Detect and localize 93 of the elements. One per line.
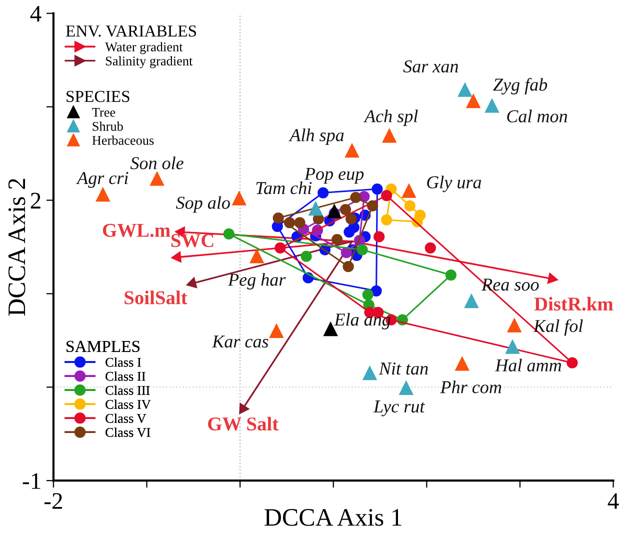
point	[374, 231, 385, 242]
legend-label: Herbaceous	[92, 136, 154, 145]
annotation: ENV. VARIABLES	[66, 25, 196, 37]
point	[380, 190, 392, 202]
legend-label: Water gradient	[105, 42, 183, 54]
legend-label: Class I	[106, 357, 141, 367]
point	[466, 94, 480, 108]
data-label: Phr com	[440, 380, 502, 394]
point	[171, 252, 182, 262]
data-label: Pop eup	[304, 168, 364, 184]
legend-label: Class V	[106, 414, 146, 423]
data-label: Agr cri	[76, 172, 128, 188]
data-label: Sop alo	[176, 196, 230, 213]
point	[186, 277, 198, 288]
y-tick-label: 2	[30, 192, 40, 208]
point	[270, 324, 284, 338]
annotation: SWC	[171, 234, 214, 248]
point	[327, 204, 342, 218]
point	[150, 172, 164, 186]
data-label: Ela ang	[334, 313, 390, 330]
data-label: Hal amm	[494, 358, 562, 372]
point	[372, 306, 384, 318]
y-tick-label: 4	[30, 6, 42, 22]
point	[345, 144, 359, 158]
point	[340, 204, 352, 216]
point	[507, 318, 522, 332]
legend-label: Tree	[92, 108, 116, 117]
point	[308, 202, 323, 216]
point	[350, 192, 362, 203]
point	[370, 285, 382, 296]
point	[318, 187, 329, 198]
data-label: Peg har	[228, 273, 286, 290]
annotation: SoilSalt	[124, 290, 188, 304]
point	[372, 183, 383, 195]
point	[223, 228, 234, 240]
annotation: DistR.km	[534, 296, 614, 311]
data-label: Son ole	[130, 156, 184, 170]
point	[547, 272, 558, 284]
data-label: Zyg fab	[493, 78, 548, 94]
data-label: Alh spa	[288, 128, 344, 145]
point	[566, 357, 578, 368]
annotation: SAMPLES	[66, 340, 140, 352]
legend-label: Salinity gradient	[106, 56, 193, 68]
legend-label: Class II	[106, 372, 146, 381]
point	[284, 217, 296, 228]
point	[404, 200, 416, 212]
data-label: Sar xan	[403, 60, 458, 73]
data-label: Tam chi	[256, 181, 312, 194]
point	[300, 250, 312, 262]
data-label: Kal fol	[533, 319, 583, 336]
data-label: Ach spl	[364, 110, 418, 126]
point	[367, 200, 378, 212]
data-label: Cal mon	[507, 110, 568, 122]
data-label: Lyc rut	[373, 400, 426, 416]
point	[232, 191, 246, 206]
point	[96, 188, 110, 202]
point	[294, 217, 306, 228]
point	[485, 98, 499, 113]
point	[506, 340, 520, 354]
annotation: SPECIES	[66, 90, 130, 102]
point	[356, 244, 368, 256]
point	[362, 366, 377, 380]
x-axis-title: DCCA Axis 1	[264, 509, 402, 526]
point	[250, 249, 264, 264]
point	[274, 242, 286, 254]
annotation: GWL.m	[102, 224, 170, 237]
legend-label: Class VI	[106, 428, 150, 437]
y-tick-label: -1	[22, 473, 40, 489]
point	[445, 269, 456, 281]
point	[342, 261, 354, 272]
data-label: Kar cas	[212, 336, 268, 348]
point	[458, 83, 472, 97]
annotation: GW Salt	[208, 416, 279, 431]
point	[424, 242, 436, 254]
point	[382, 128, 396, 143]
point	[340, 247, 352, 258]
y-axis-title: DCCA Axis 2	[8, 178, 26, 316]
x-tick-label: -2	[44, 493, 62, 509]
point	[362, 289, 374, 300]
legend-label: Class IV	[106, 400, 151, 409]
legend-label: Class III	[106, 386, 150, 395]
point	[402, 184, 416, 198]
point	[464, 294, 478, 308]
point	[272, 212, 284, 224]
point	[455, 356, 470, 371]
legend-label: Shrub	[92, 122, 123, 131]
data-label: Gly ura	[427, 176, 482, 192]
point	[399, 381, 414, 396]
point	[348, 222, 360, 233]
data-label: Nit tan	[378, 362, 428, 375]
point	[346, 213, 357, 224]
point	[332, 234, 343, 246]
point	[380, 214, 392, 226]
